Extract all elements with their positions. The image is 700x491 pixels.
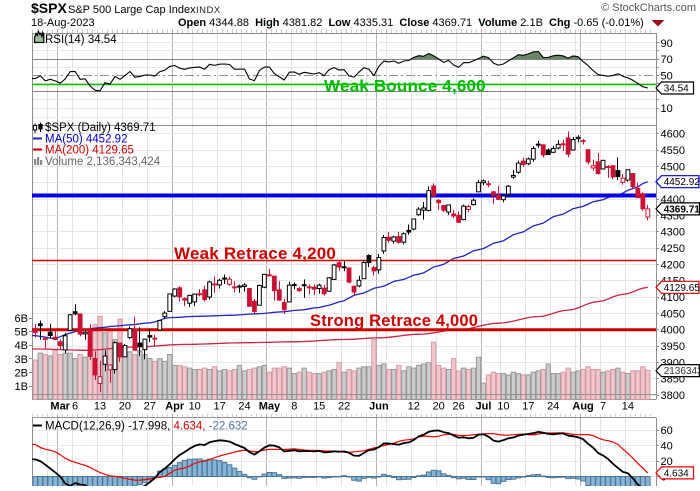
svg-text:6B: 6B [15, 313, 28, 325]
svg-text:17: 17 [522, 401, 534, 413]
svg-text:14: 14 [622, 401, 634, 413]
svg-text:27: 27 [144, 401, 156, 413]
svg-text:20: 20 [119, 401, 131, 413]
svg-text:MA(50) 4452.92: MA(50) 4452.92 [45, 134, 127, 146]
svg-text:10: 10 [497, 401, 509, 413]
svg-text:4050: 4050 [661, 308, 685, 320]
svg-text:3950: 3950 [661, 341, 685, 353]
svg-text:26: 26 [452, 401, 464, 413]
svg-text:S&P 500 Large Cap Index: S&P 500 Large Cap Index [68, 4, 196, 16]
svg-text:3B: 3B [15, 354, 28, 366]
svg-text:$SPX: $SPX [31, 0, 67, 16]
svg-text:Open 4344.88 High 4381.82 Lo: Open 4344.88 High 4381.82 Low 4335.31 Cl… [178, 17, 644, 29]
svg-text:6: 6 [72, 401, 78, 413]
svg-text:Aug: Aug [572, 401, 593, 413]
svg-text:4200: 4200 [661, 259, 685, 271]
svg-text:10: 10 [189, 401, 201, 413]
svg-text:10: 10 [661, 103, 673, 115]
svg-text:50: 50 [661, 70, 673, 82]
svg-text:Weak Bounce 4,600: Weak Bounce 4,600 [324, 77, 486, 96]
svg-text:7: 7 [600, 401, 606, 413]
svg-text:1B: 1B [15, 381, 28, 393]
svg-text:40: 40 [661, 441, 673, 453]
svg-text:24: 24 [238, 401, 250, 413]
svg-text:4B: 4B [15, 340, 28, 352]
svg-text:4.634: 4.634 [664, 468, 689, 479]
svg-text:May: May [259, 401, 281, 413]
svg-text:INDX: INDX [196, 5, 221, 16]
svg-text:4369.71: 4369.71 [664, 204, 700, 215]
svg-text:4250: 4250 [661, 243, 685, 255]
svg-text:Weak Retrace 4,200: Weak Retrace 4,200 [174, 244, 336, 263]
svg-text:13: 13 [94, 401, 106, 413]
svg-text:Jul: Jul [476, 401, 492, 413]
svg-text:8: 8 [291, 401, 297, 413]
svg-text:2B: 2B [15, 367, 28, 379]
svg-text:4129.65: 4129.65 [664, 283, 700, 294]
svg-text:34.54: 34.54 [664, 84, 689, 95]
svg-text:70: 70 [661, 54, 673, 66]
svg-text:20: 20 [661, 456, 673, 468]
svg-text:5B: 5B [15, 327, 28, 339]
svg-text:MA(200) 4129.65: MA(200) 4129.65 [45, 145, 134, 157]
svg-text:© StockCharts.com: © StockCharts.com [601, 2, 696, 14]
svg-text:4452.92: 4452.92 [664, 177, 700, 188]
svg-text:4100: 4100 [661, 292, 685, 304]
svg-text:20: 20 [433, 401, 445, 413]
svg-text:18-Aug-2023: 18-Aug-2023 [31, 17, 95, 29]
svg-text:17: 17 [213, 401, 225, 413]
svg-text:Jun: Jun [369, 401, 389, 413]
svg-text:Mar: Mar [50, 401, 70, 413]
svg-text:22: 22 [338, 401, 350, 413]
svg-text:12: 12 [408, 401, 420, 413]
svg-text:24: 24 [547, 401, 559, 413]
svg-text:RSI(14) 34.54: RSI(14) 34.54 [45, 34, 117, 46]
svg-text:4600: 4600 [661, 129, 685, 141]
svg-text:3800: 3800 [661, 390, 685, 402]
svg-text:4000: 4000 [661, 325, 685, 337]
svg-text:15: 15 [313, 401, 325, 413]
svg-text:4550: 4550 [661, 145, 685, 157]
svg-text:60: 60 [661, 425, 673, 437]
svg-text:Volume 2,136,343,424: Volume 2,136,343,424 [45, 156, 161, 168]
svg-text:Apr: Apr [165, 401, 185, 413]
svg-text:4500: 4500 [661, 161, 685, 173]
svg-text:Strong Retrace 4,000: Strong Retrace 4,000 [310, 312, 478, 330]
svg-text:MACD(12,26,9) -17.998, 4.634,: MACD(12,26,9) -17.998, 4.634, -22.632 [45, 421, 248, 433]
svg-text:90: 90 [661, 38, 673, 50]
svg-text:4300: 4300 [661, 227, 685, 239]
svg-text:$SPX (Daily) 4369.71: $SPX (Daily) 4369.71 [45, 122, 156, 134]
